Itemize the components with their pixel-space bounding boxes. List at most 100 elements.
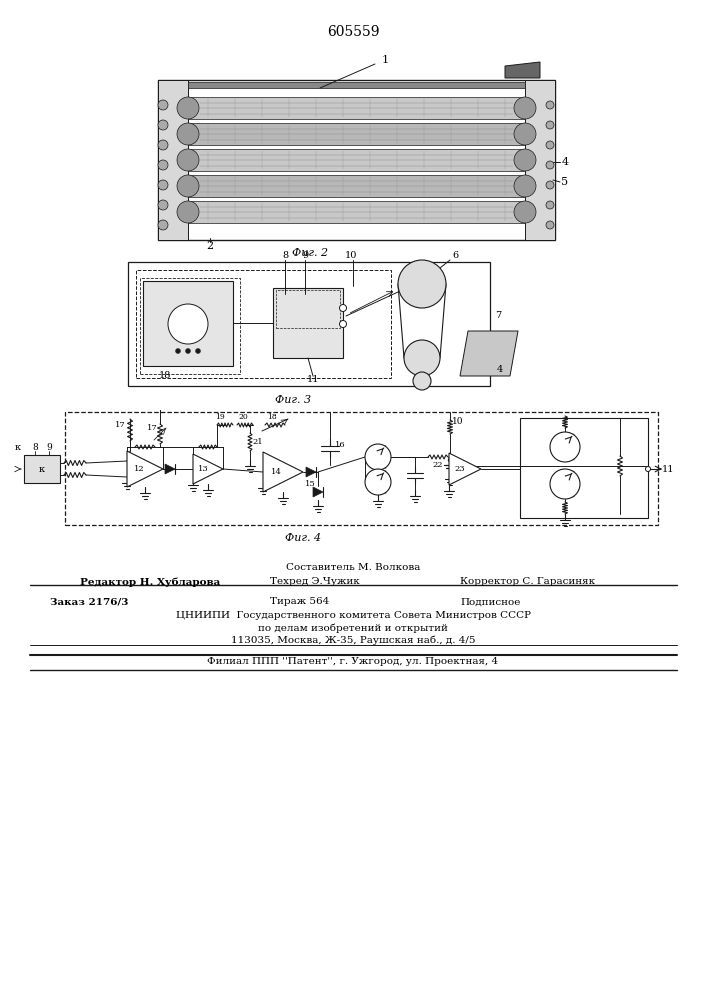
Text: 12: 12 <box>134 465 144 473</box>
Text: Техред Э.Чужик: Техред Э.Чужик <box>270 578 360 586</box>
Bar <box>273 288 343 358</box>
Text: 11: 11 <box>307 375 320 384</box>
Text: 16: 16 <box>334 441 345 449</box>
Circle shape <box>514 97 536 119</box>
Circle shape <box>404 340 440 376</box>
Circle shape <box>514 123 536 145</box>
Text: 4: 4 <box>561 157 568 167</box>
Text: Фиг. 4: Фиг. 4 <box>285 533 321 543</box>
Text: 4: 4 <box>497 365 503 374</box>
Polygon shape <box>505 62 540 78</box>
Polygon shape <box>449 453 481 485</box>
Circle shape <box>177 201 199 223</box>
Bar <box>188 201 525 223</box>
Polygon shape <box>460 331 518 376</box>
Text: Подписное: Подписное <box>460 597 520 606</box>
Text: Филиал ППП ''Патент'', г. Ужгород, ул. Проектная, 4: Филиал ППП ''Патент'', г. Ужгород, ул. П… <box>207 658 498 666</box>
Circle shape <box>365 469 391 495</box>
Circle shape <box>546 201 554 209</box>
Text: 8: 8 <box>32 442 38 452</box>
Text: 20: 20 <box>238 413 248 421</box>
Circle shape <box>177 123 199 145</box>
Text: Редактор Н. Хубларова: Редактор Н. Хубларова <box>80 577 221 587</box>
Polygon shape <box>306 467 316 477</box>
Bar <box>188 123 525 145</box>
Bar <box>128 262 490 386</box>
Circle shape <box>158 200 168 210</box>
Text: Корректор С. Гарасиняк: Корректор С. Гарасиняк <box>460 578 595 586</box>
Bar <box>158 80 555 240</box>
Bar <box>136 270 391 378</box>
Text: 10: 10 <box>345 251 357 260</box>
Bar <box>276 290 340 328</box>
Polygon shape <box>165 464 175 474</box>
Text: 19: 19 <box>215 413 225 421</box>
Circle shape <box>339 304 346 312</box>
Circle shape <box>158 160 168 170</box>
Bar <box>520 418 648 518</box>
Bar <box>140 278 240 374</box>
Circle shape <box>177 149 199 171</box>
Circle shape <box>177 97 199 119</box>
Text: 2: 2 <box>206 241 214 251</box>
Circle shape <box>645 466 650 472</box>
Text: 10: 10 <box>452 418 464 426</box>
Text: 5: 5 <box>561 177 568 187</box>
Text: 18: 18 <box>159 370 171 379</box>
Circle shape <box>546 121 554 129</box>
Circle shape <box>546 181 554 189</box>
Text: Заказ 2176/3: Заказ 2176/3 <box>50 597 129 606</box>
Circle shape <box>514 175 536 197</box>
Text: Тираж 564: Тираж 564 <box>270 597 329 606</box>
Polygon shape <box>127 451 163 487</box>
Text: 113035, Москва, Ж-35, Раушская наб., д. 4/5: 113035, Москва, Ж-35, Раушская наб., д. … <box>230 635 475 645</box>
Circle shape <box>196 349 201 354</box>
Circle shape <box>339 320 346 328</box>
Bar <box>188 149 525 171</box>
Text: 9: 9 <box>302 251 308 260</box>
Text: к: к <box>39 464 45 474</box>
Bar <box>65 412 658 525</box>
Text: 14: 14 <box>271 468 282 476</box>
Circle shape <box>413 372 431 390</box>
Circle shape <box>365 444 391 470</box>
Text: ЦНИИПИ  Государственного комитета Совета Министров СССР: ЦНИИПИ Государственного комитета Совета … <box>175 611 530 620</box>
Circle shape <box>158 140 168 150</box>
Circle shape <box>398 260 446 308</box>
Bar <box>188 97 525 119</box>
Bar <box>158 80 188 240</box>
Text: 13: 13 <box>198 465 209 473</box>
Text: по делам изобретений и открытий: по делам изобретений и открытий <box>258 623 448 633</box>
Circle shape <box>448 458 452 462</box>
Text: 21: 21 <box>252 438 263 446</box>
Bar <box>188 175 525 197</box>
Text: к: к <box>15 442 21 452</box>
Circle shape <box>546 141 554 149</box>
Text: 17: 17 <box>146 424 158 432</box>
Circle shape <box>168 304 208 344</box>
Circle shape <box>546 161 554 169</box>
Text: 15: 15 <box>305 480 315 488</box>
Circle shape <box>175 349 180 354</box>
Polygon shape <box>193 454 223 484</box>
Bar <box>24 455 60 483</box>
Circle shape <box>185 349 190 354</box>
Text: Фиг. 2: Фиг. 2 <box>292 248 328 258</box>
Text: Фиг. 3: Фиг. 3 <box>275 395 311 405</box>
Text: 9: 9 <box>46 442 52 452</box>
Text: 18: 18 <box>267 413 277 421</box>
Circle shape <box>158 100 168 110</box>
Circle shape <box>550 432 580 462</box>
Text: 1: 1 <box>382 55 389 65</box>
Circle shape <box>158 220 168 230</box>
Bar <box>188 82 525 88</box>
Polygon shape <box>313 487 323 497</box>
Circle shape <box>546 221 554 229</box>
Text: 22: 22 <box>433 461 443 469</box>
Bar <box>143 281 233 366</box>
Circle shape <box>158 180 168 190</box>
Circle shape <box>514 149 536 171</box>
Text: 23: 23 <box>455 465 465 473</box>
Text: 11: 11 <box>662 464 674 474</box>
Text: 6: 6 <box>452 251 458 260</box>
